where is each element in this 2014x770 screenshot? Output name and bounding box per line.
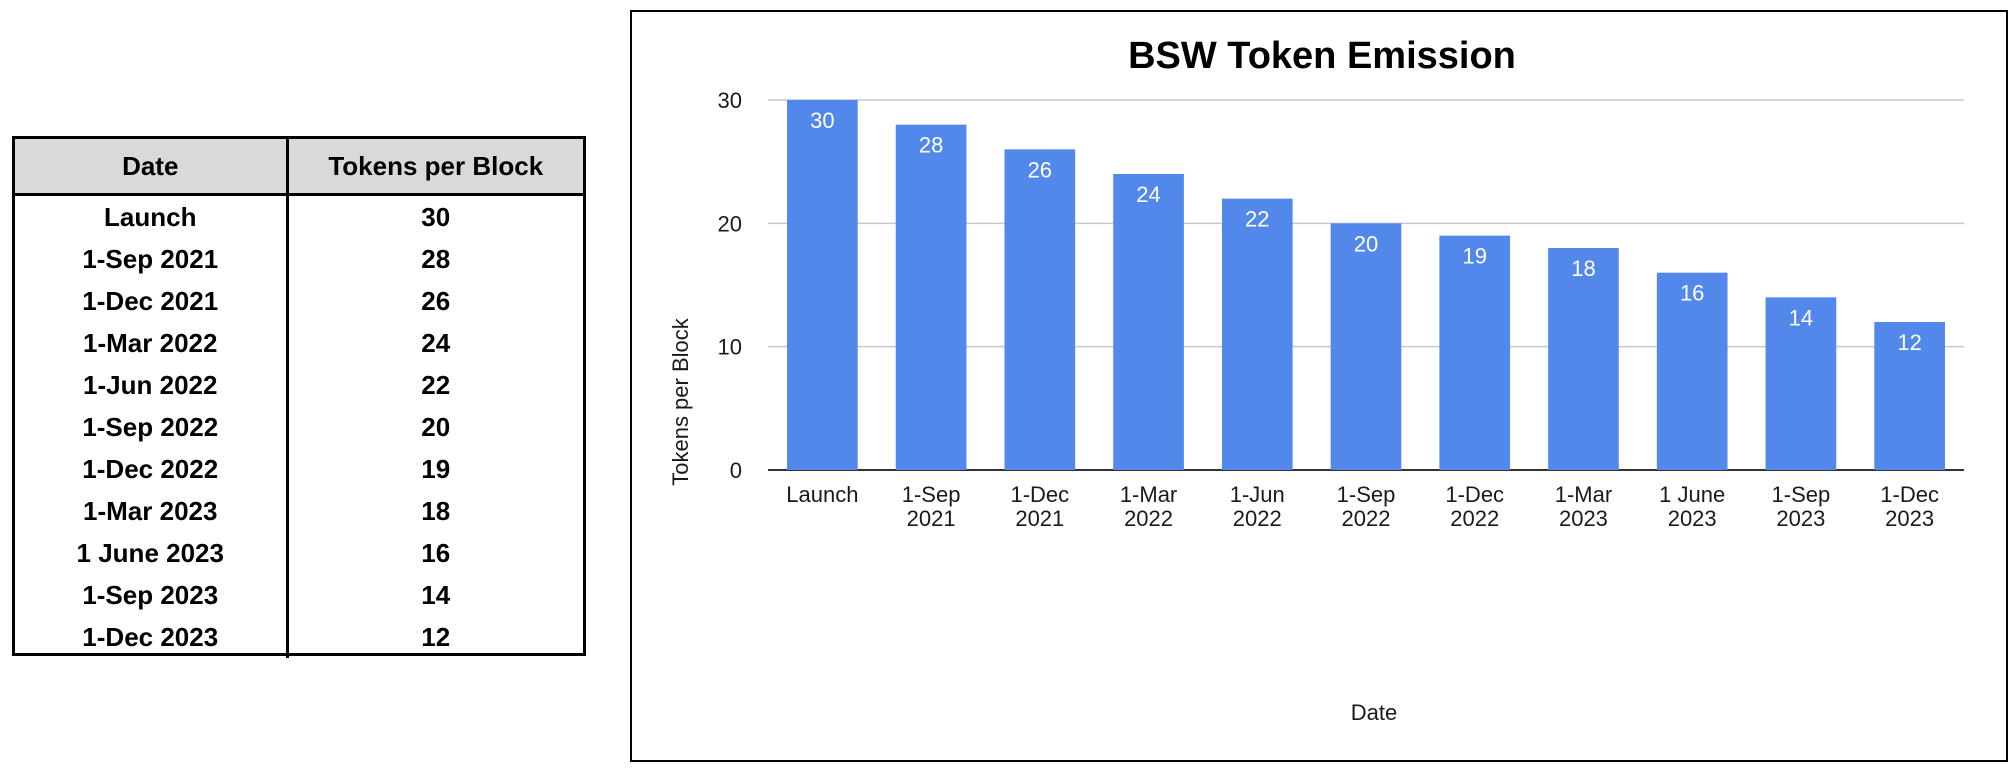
table-row: Launch 30 (15, 194, 583, 238)
table-row: 1-Mar 2022 24 (15, 322, 583, 364)
y-tick-label: 10 (718, 335, 742, 360)
cell-tokens-per-block: 24 (421, 327, 451, 358)
cell-tokens-per-block: 28 (421, 243, 451, 274)
bar-data-label: 22 (1245, 207, 1269, 232)
bar (1656, 272, 1728, 470)
y-axis-title: Tokens per Block (668, 317, 693, 486)
emission-table-panel: Date Tokens per Block Launch 30 1-Sep 2021… (12, 136, 586, 658)
x-tick-label: 2022 (1342, 506, 1391, 531)
cell-tokens-per-block: 22 (421, 369, 451, 400)
cell-tokens-per-block: 30 (421, 201, 451, 232)
table-row: 1-Sep 2021 28 (15, 238, 583, 280)
header-tokens-per-block: Tokens per Block (287, 139, 583, 196)
cell-tokens-per-block: 19 (421, 453, 451, 484)
cell-date: 1-Dec 2023 (15, 616, 289, 658)
x-tick-label: 2023 (1885, 506, 1934, 531)
y-tick-label: 20 (718, 211, 742, 236)
table-header-row: Date Tokens per Block (15, 139, 583, 196)
bar (1330, 223, 1402, 470)
x-tick-label: 1-Dec (1010, 482, 1069, 507)
bar-data-label: 30 (810, 108, 834, 133)
cell-date: 1-Mar 2022 (15, 322, 289, 364)
bar-data-label: 19 (1462, 244, 1486, 269)
bar-data-label: 24 (1136, 182, 1160, 207)
x-tick-label: 1-Dec (1880, 482, 1939, 507)
y-axis-ticks: 0 10 20 30 (718, 88, 742, 483)
x-tick-label: 1-Dec (1445, 482, 1504, 507)
bars (787, 100, 1945, 471)
bar (1548, 248, 1619, 470)
bar (895, 124, 967, 471)
x-tick-label: 1-Mar (1555, 482, 1612, 507)
x-tick-label: 2022 (1450, 506, 1499, 531)
cell-tokens-per-block: 14 (421, 579, 451, 610)
cell-date: 1-Jun 2022 (15, 364, 289, 406)
cell-tokens-per-block: 12 (421, 621, 451, 652)
x-tick-label: 1 June (1659, 482, 1725, 507)
x-tick-label: 1-Sep (1337, 482, 1396, 507)
cell-tokens-per-block: 20 (421, 411, 451, 442)
chart-title: BSW Token Emission (1128, 35, 1516, 77)
bar-data-label: 20 (1354, 231, 1378, 256)
table-row: 1-Sep 2022 20 (15, 406, 583, 448)
bar (1004, 149, 1076, 471)
bar-data-labels: 30 28 26 24 22 20 19 18 16 14 12 (810, 108, 1922, 355)
bar-data-label: 28 (919, 133, 943, 158)
y-tick-label: 0 (730, 458, 742, 483)
x-tick-label: 2022 (1124, 506, 1173, 531)
bar-data-label: 16 (1680, 281, 1704, 306)
bar (787, 100, 858, 470)
cell-tokens-per-block: 16 (421, 537, 451, 568)
bar-data-label: 26 (1028, 157, 1052, 182)
x-tick-label: 2023 (1776, 506, 1825, 531)
bar-chart: BSW Token Emission 30 28 26 24 22 20 19 18 16 14 1… (668, 35, 1964, 725)
x-tick-label: 1-Sep (902, 482, 961, 507)
cell-date: 1 June 2023 (15, 532, 289, 574)
header-date: Date (15, 139, 289, 196)
cell-date: 1-Dec 2022 (15, 448, 289, 490)
x-tick-label: Launch (786, 482, 858, 507)
x-tick-label: 2021 (907, 506, 956, 531)
bar (1874, 322, 1945, 470)
cell-tokens-per-block: 26 (421, 285, 451, 316)
cell-date: Launch (15, 194, 289, 238)
x-tick-label: 2021 (1015, 506, 1064, 531)
x-tick-label: 2022 (1233, 506, 1282, 531)
bar-data-label: 14 (1789, 305, 1813, 330)
chart-panel: BSW Token Emission 30 28 26 24 22 20 19 18 16 14 1… (630, 10, 2008, 762)
bar (1765, 297, 1837, 470)
x-axis-title: Date (1351, 700, 1397, 725)
table-row: 1-Jun 2022 22 (15, 364, 583, 406)
cell-date: 1-Mar 2023 (15, 490, 289, 532)
table-row: 1 June 2023 16 (15, 532, 583, 574)
cell-date: 1-Sep 2021 (15, 238, 289, 280)
bar (1439, 235, 1511, 470)
x-tick-label: 1-Jun (1230, 482, 1285, 507)
bar (1221, 198, 1293, 470)
cell-date: 1-Sep 2023 (15, 574, 289, 616)
bar-data-label: 18 (1571, 256, 1595, 281)
x-tick-label: 2023 (1559, 506, 1608, 531)
x-axis-ticks: Launch 1-Sep20211-Dec20211-Mar20221-Jun20… (786, 482, 1939, 531)
table-row: 1-Dec 2021 26 (15, 280, 583, 322)
x-tick-label: 2023 (1668, 506, 1717, 531)
y-tick-label: 30 (718, 88, 742, 113)
cell-date: 1-Sep 2022 (15, 406, 289, 448)
table-row: 1-Mar 2023 18 (15, 490, 583, 532)
table-row: 1-Dec 2023 12 (15, 616, 583, 658)
x-tick-label: 1-Mar (1120, 482, 1177, 507)
cell-date: 1-Dec 2021 (15, 280, 289, 322)
bar (1113, 174, 1184, 470)
table-row: 1-Dec 2022 19 (15, 448, 583, 490)
cell-tokens-per-block: 18 (421, 495, 451, 526)
table-row: 1-Sep 2023 14 (15, 574, 583, 616)
bar-data-label: 12 (1897, 330, 1921, 355)
x-tick-label: 1-Sep (1772, 482, 1831, 507)
emission-table: Date Tokens per Block Launch 30 1-Sep 2021… (15, 139, 583, 658)
